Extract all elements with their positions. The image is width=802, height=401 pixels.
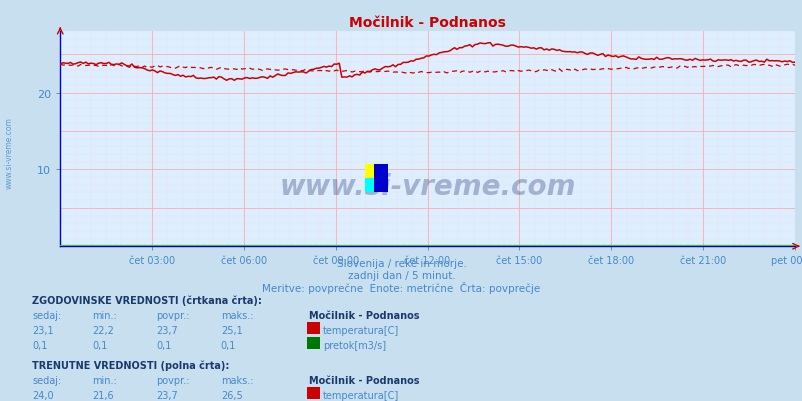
- Text: 0,1: 0,1: [156, 340, 172, 350]
- Text: maks.:: maks.:: [221, 375, 253, 385]
- Text: www.si-vreme.com: www.si-vreme.com: [5, 117, 14, 188]
- Text: Slovenija / reke in morje.: Slovenija / reke in morje.: [336, 259, 466, 269]
- Text: Meritve: povprečne  Enote: metrične  Črta: povprečje: Meritve: povprečne Enote: metrične Črta:…: [262, 282, 540, 294]
- Text: 23,7: 23,7: [156, 390, 178, 400]
- Text: Močilnik - Podnanos: Močilnik - Podnanos: [309, 310, 419, 320]
- Text: 23,1: 23,1: [32, 325, 54, 335]
- Text: min.:: min.:: [92, 310, 117, 320]
- Title: Močilnik - Podnanos: Močilnik - Podnanos: [349, 16, 505, 30]
- Text: ZGODOVINSKE VREDNOSTI (črtkana črta):: ZGODOVINSKE VREDNOSTI (črtkana črta):: [32, 294, 261, 305]
- Text: 21,6: 21,6: [92, 390, 114, 400]
- Text: maks.:: maks.:: [221, 310, 253, 320]
- Text: povpr.:: povpr.:: [156, 310, 190, 320]
- Text: zadnji dan / 5 minut.: zadnji dan / 5 minut.: [347, 271, 455, 281]
- Text: 0,1: 0,1: [32, 340, 47, 350]
- Text: pretok[m3/s]: pretok[m3/s]: [322, 340, 386, 350]
- Text: sedaj:: sedaj:: [32, 375, 61, 385]
- Text: povpr.:: povpr.:: [156, 375, 190, 385]
- Text: sedaj:: sedaj:: [32, 310, 61, 320]
- Text: 25,1: 25,1: [221, 325, 242, 335]
- Text: min.:: min.:: [92, 375, 117, 385]
- Text: 26,5: 26,5: [221, 390, 242, 400]
- Text: 23,7: 23,7: [156, 325, 178, 335]
- Text: 22,2: 22,2: [92, 325, 114, 335]
- Text: temperatura[C]: temperatura[C]: [322, 325, 399, 335]
- Text: 0,1: 0,1: [221, 340, 236, 350]
- Text: TRENUTNE VREDNOSTI (polna črta):: TRENUTNE VREDNOSTI (polna črta):: [32, 359, 229, 370]
- Text: www.si-vreme.com: www.si-vreme.com: [279, 172, 575, 200]
- Text: temperatura[C]: temperatura[C]: [322, 390, 399, 400]
- Text: 0,1: 0,1: [92, 340, 107, 350]
- Text: 24,0: 24,0: [32, 390, 54, 400]
- Text: Močilnik - Podnanos: Močilnik - Podnanos: [309, 375, 419, 385]
